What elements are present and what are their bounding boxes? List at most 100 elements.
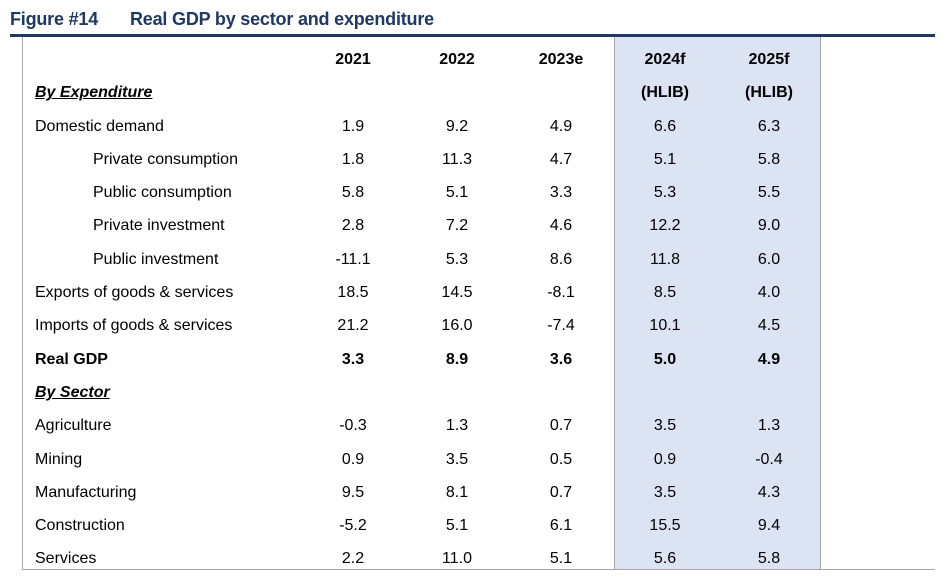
column-header-2022: 2022 (439, 51, 475, 68)
column-subheader-2024f: (HLIB) (641, 84, 689, 102)
table-cell: 7.2 (445, 217, 469, 235)
row-label: Agriculture (35, 417, 112, 435)
table-cell: 1.9 (341, 117, 365, 135)
section-row-sector: By Sector (22, 376, 934, 409)
table-row: Private investment 2.8 7.2 4.6 12.2 9.0 (22, 209, 934, 242)
table-cell: 5.5 (757, 184, 781, 202)
table-row: Mining 0.9 3.5 0.5 0.9 -0.4 (22, 443, 934, 476)
table-cell: 8.5 (653, 284, 677, 302)
table-cell: 21.2 (337, 317, 369, 335)
figure-header: Figure #14 Real GDP by sector and expend… (10, 6, 935, 37)
table-cell: 5.8 (757, 150, 781, 168)
table-cell: 3.5 (445, 450, 469, 468)
table-cell: -7.4 (547, 317, 575, 335)
table-cell: 0.7 (549, 483, 573, 501)
table-row: Exports of goods & services 18.5 14.5 -8… (22, 276, 934, 309)
table-cell: 3.3 (549, 184, 573, 202)
table-cell: 5.1 (445, 517, 469, 535)
column-header-2024f: 2024f (644, 51, 686, 68)
gdp-table: 2021 2022 2023e 2024f 2025f By Expenditu… (22, 43, 934, 576)
row-label: Real GDP (35, 350, 108, 368)
table-cell: 4.6 (549, 217, 573, 235)
row-label: Imports of goods & services (35, 317, 233, 335)
table-cell: -0.4 (755, 450, 783, 468)
table-cell: 11.0 (442, 550, 472, 568)
table-cell: 0.7 (549, 417, 573, 435)
table-cell: 8.6 (549, 250, 573, 268)
table-cell: 1.3 (445, 417, 469, 435)
table-cell: 15.5 (649, 517, 681, 535)
table-cell: 4.3 (757, 483, 781, 501)
table-cell: 3.6 (549, 350, 573, 368)
table-cell: 1.3 (757, 417, 781, 435)
table-cell: 5.8 (341, 184, 365, 202)
table-cell: 5.1 (549, 550, 573, 568)
table-cell: -0.3 (339, 417, 367, 435)
table-row: Public investment -11.1 5.3 8.6 11.8 6.0 (22, 243, 934, 276)
table-cell: 11.8 (650, 250, 680, 268)
table-cell: 12.2 (649, 217, 681, 235)
table-row: Services 2.2 11.0 5.1 5.6 5.8 (22, 542, 934, 575)
section-label-sector: By Sector (35, 383, 110, 401)
table-row: Public consumption 5.8 5.1 3.3 5.3 5.5 (22, 176, 934, 209)
table-cell: 5.0 (653, 350, 677, 368)
table-cell: 6.0 (757, 250, 781, 268)
table-row: Agriculture -0.3 1.3 0.7 3.5 1.3 (22, 409, 934, 442)
header-row: 2021 2022 2023e 2024f 2025f (22, 43, 934, 76)
table-cell: 1.8 (341, 150, 365, 168)
table-cell: 3.5 (653, 417, 677, 435)
row-label: Mining (35, 450, 83, 468)
table-cell: 5.3 (653, 184, 677, 202)
column-subheader-2025f: (HLIB) (745, 84, 793, 102)
table-cell: 9.2 (445, 117, 469, 135)
table-cell: 8.9 (445, 350, 469, 368)
table-cell: 4.9 (549, 117, 573, 135)
table-cell: 6.6 (653, 117, 677, 135)
section-row-expenditure: By Expenditure (HLIB) (HLIB) (22, 76, 934, 109)
table-cell: 3.3 (341, 350, 365, 368)
table-cell: 5.3 (445, 250, 469, 268)
table-row-real-gdp: Real GDP 3.3 8.9 3.6 5.0 4.9 (22, 343, 934, 376)
table-row: Private consumption 1.8 11.3 4.7 5.1 5.8 (22, 143, 934, 176)
row-label: Domestic demand (35, 117, 164, 135)
table-cell: 4.9 (757, 350, 781, 368)
row-label: Private investment (93, 217, 225, 235)
figure-number: Figure #14 (10, 9, 99, 29)
column-header-2025f: 2025f (748, 51, 790, 68)
table-cell: 5.6 (653, 550, 677, 568)
table-cell: -11.1 (335, 250, 371, 268)
table-cell: 0.9 (341, 450, 365, 468)
table-cell: 4.5 (757, 317, 781, 335)
table-cell: -8.1 (547, 284, 575, 302)
row-label: Services (35, 550, 97, 568)
section-label-expenditure: By Expenditure (35, 84, 153, 102)
table-row: Construction -5.2 5.1 6.1 15.5 9.4 (22, 509, 934, 542)
table-cell: 10.1 (649, 317, 681, 335)
table-cell: 2.2 (341, 550, 365, 568)
table-cell: 0.9 (653, 450, 677, 468)
table-cell: 3.5 (653, 483, 677, 501)
table-cell: 9.4 (757, 517, 781, 535)
table-cell: 5.1 (653, 150, 677, 168)
figure-title: Real GDP by sector and expenditure (130, 9, 434, 29)
table-cell: 5.8 (757, 550, 781, 568)
table-cell: 6.1 (549, 517, 573, 535)
table-cell: 0.5 (549, 450, 573, 468)
table-frame (22, 37, 935, 570)
table-cell: -5.2 (339, 517, 367, 535)
table-cell: 8.1 (445, 483, 469, 501)
table-cell: 18.5 (337, 284, 369, 302)
row-label: Private consumption (93, 150, 238, 168)
table-cell: 2.8 (341, 217, 365, 235)
table-cell: 11.3 (442, 150, 472, 168)
row-label: Exports of goods & services (35, 284, 234, 302)
table-cell: 9.0 (757, 217, 781, 235)
row-label: Construction (35, 517, 125, 535)
row-label: Public investment (93, 250, 219, 268)
row-label: Manufacturing (35, 483, 137, 501)
table-cell: 6.3 (757, 117, 781, 135)
column-header-2023e: 2023e (538, 51, 584, 68)
table-cell: 16.0 (441, 317, 473, 335)
table-cell: 4.0 (757, 284, 781, 302)
table-cell: 5.1 (445, 184, 469, 202)
